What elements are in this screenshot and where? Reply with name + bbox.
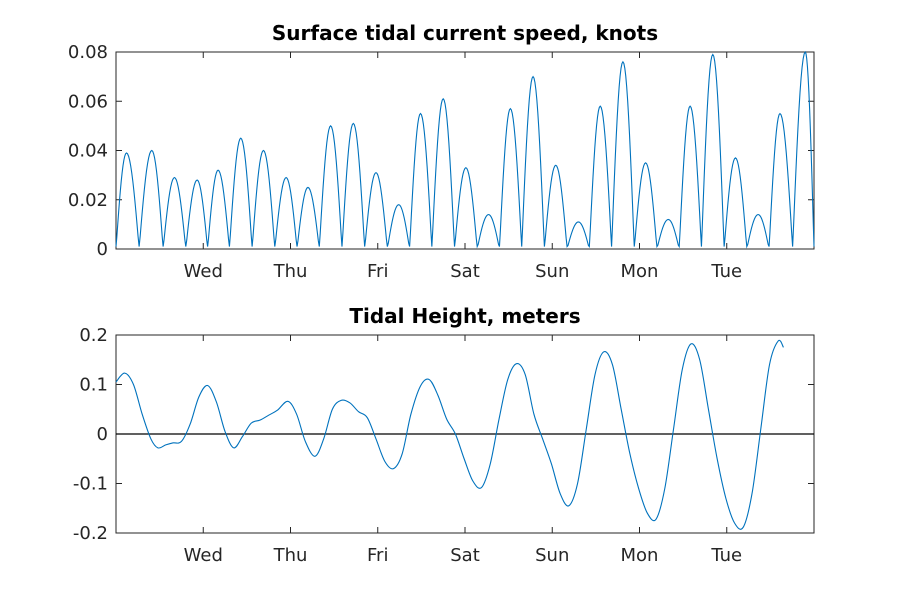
x-tick-label: Wed xyxy=(184,261,223,282)
speed-series-line xyxy=(115,50,815,249)
y-tick-label: 0 xyxy=(97,239,108,260)
x-tick-label: Fri xyxy=(367,545,388,566)
x-tick-label: Thu xyxy=(273,545,308,566)
x-tick-label: Sun xyxy=(535,261,569,282)
x-tick-label: Sat xyxy=(450,545,480,566)
chart-title: Surface tidal current speed, knots xyxy=(272,21,658,45)
y-tick-label: 0.2 xyxy=(79,325,108,346)
x-tick-label: Mon xyxy=(621,545,659,566)
current-speed-panel: Surface tidal current speed, knots 0 0.02 0… xyxy=(68,21,815,282)
x-tick-label: Wed xyxy=(184,545,223,566)
x-tick-label: Sat xyxy=(450,261,480,282)
x-tick-label: Tue xyxy=(710,545,742,566)
chart-title: Tidal Height, meters xyxy=(349,304,580,328)
x-tick-label: Sun xyxy=(535,545,569,566)
plot-area xyxy=(115,51,815,250)
x-tick-label: Fri xyxy=(367,261,388,282)
y-tick-label: 0.06 xyxy=(68,91,108,112)
x-tick-label: Mon xyxy=(621,261,659,282)
y-tick-label: 0 xyxy=(97,424,108,445)
tidal-height-panel: Tidal Height, meters -0.2 -0.1 0 0.1 0.2 Wed Th… xyxy=(73,304,815,566)
x-tick-label: Tue xyxy=(710,261,742,282)
y-tick-label: -0.2 xyxy=(73,523,108,544)
height-series-line xyxy=(115,339,784,530)
y-tick-label: 0.04 xyxy=(68,141,108,162)
y-tick-label: -0.1 xyxy=(73,474,108,495)
y-tick-label: 0.1 xyxy=(79,375,108,396)
y-tick-label: 0.02 xyxy=(68,190,108,211)
y-tick-label: 0.08 xyxy=(68,42,108,63)
x-tick-label: Thu xyxy=(273,261,308,282)
